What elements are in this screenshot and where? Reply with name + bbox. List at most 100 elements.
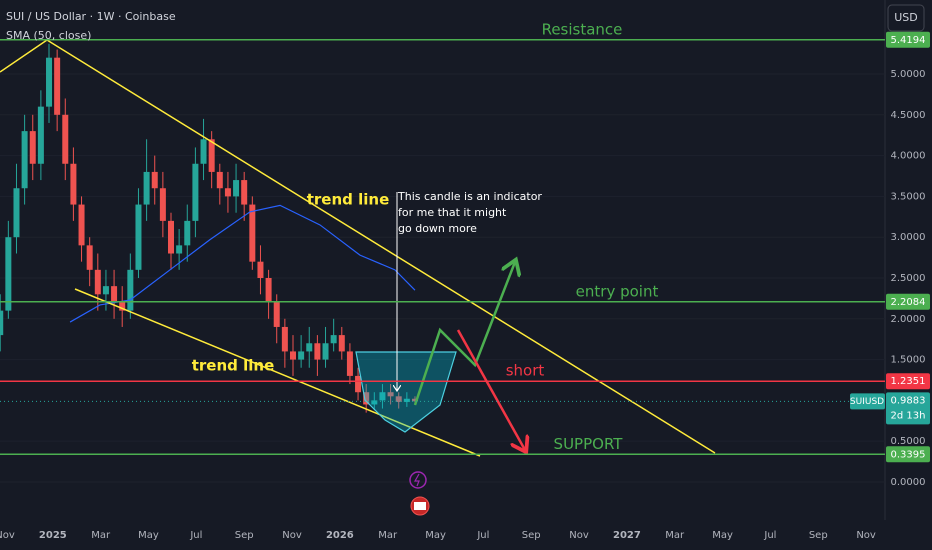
last-price-badge	[886, 392, 930, 425]
candles	[0, 43, 885, 483]
x-tick-label: May	[138, 530, 159, 541]
trend-line-label: trend line	[307, 191, 390, 209]
candle-body	[184, 220, 191, 246]
x-tick-label: Nov	[569, 530, 589, 541]
candle-body	[143, 171, 150, 205]
candle-body	[208, 139, 215, 172]
last-price-label: 0.9883	[891, 395, 926, 406]
x-tick-label: May	[712, 530, 733, 541]
chart-title: SUI / US Dollar · 1W · Coinbase	[6, 10, 176, 23]
x-tick-label: Jul	[763, 530, 776, 541]
price-badge	[886, 31, 930, 48]
candle-body	[314, 343, 321, 360]
candle-body	[322, 343, 329, 360]
currency-label[interactable]: USD	[894, 11, 918, 24]
cup-zone	[355, 351, 457, 433]
candle-body	[37, 106, 44, 164]
candle-body	[403, 398, 410, 403]
y-tick-label: 0.5000	[891, 436, 926, 447]
lower-trend-line	[74, 288, 481, 457]
candle-body	[411, 398, 418, 402]
x-tick-label: Sep	[522, 530, 541, 541]
note-line: for me that it might	[398, 206, 507, 219]
level-label: Resistance	[542, 20, 623, 38]
y-tick-label: 3.5000	[891, 191, 926, 202]
level-label: SUPPORT	[554, 435, 624, 453]
candle-body	[70, 163, 77, 205]
candle-body	[233, 180, 240, 197]
x-tick-label: Jul	[189, 530, 202, 541]
x-tick-label: May	[425, 530, 446, 541]
candle-body	[387, 392, 394, 397]
candle-body	[224, 188, 231, 197]
candle-body	[0, 310, 4, 336]
candle-body	[257, 261, 264, 278]
candle-body	[192, 163, 199, 221]
x-tick-label: Mar	[378, 530, 398, 541]
candle-body	[135, 204, 142, 270]
x-tick-label: Mar	[665, 530, 685, 541]
level-label: entry point	[576, 282, 659, 300]
price-badge	[886, 373, 930, 390]
x-tick-label: Nov	[282, 530, 302, 541]
overlay: 0.0000 0.5000 1.5000 2.0000 2.5000 3.0000 3.50…	[0, 20, 930, 541]
symbol-badge	[850, 393, 885, 410]
candle-body	[281, 326, 288, 352]
x-tick-label: Jul	[476, 530, 489, 541]
flag-glyph	[414, 502, 426, 510]
candle-body	[371, 400, 378, 405]
price-badge-label: 1.2351	[891, 376, 926, 387]
candle-body	[168, 220, 175, 254]
x-tick-label: 2027	[613, 530, 641, 541]
candle-body	[273, 302, 280, 327]
candle-body	[86, 245, 93, 270]
level-label: short	[506, 362, 545, 380]
x-tick-label: 2026	[326, 530, 354, 541]
candle-body	[395, 396, 402, 403]
price-badge	[886, 293, 930, 310]
candle-body	[298, 351, 305, 360]
y-tick-label: 4.5000	[891, 110, 926, 121]
y-tick-label: 2.5000	[891, 273, 926, 284]
x-tick-label: Sep	[235, 530, 254, 541]
candle-body	[159, 188, 166, 221]
candle-body	[306, 343, 313, 352]
candle-body	[78, 204, 85, 246]
note-line: go down more	[398, 222, 477, 235]
candle-body	[265, 277, 272, 303]
candle-body	[29, 131, 36, 164]
candle-body	[379, 392, 386, 401]
trend-line-label: trend line	[192, 357, 275, 375]
y-tick-label: 5.0000	[891, 69, 926, 80]
x-tick-label: Sep	[809, 530, 828, 541]
candle-body	[111, 286, 118, 303]
candle-body	[330, 335, 337, 344]
candle-body	[119, 302, 126, 311]
x-tick-label: Nov	[856, 530, 876, 541]
x-tick-label: Nov	[0, 530, 15, 541]
y-tick-label: 4.0000	[891, 151, 926, 162]
candle-body	[62, 114, 69, 164]
candle-body	[54, 57, 61, 115]
event-icon[interactable]	[409, 471, 427, 489]
candle-body	[151, 171, 158, 189]
price-badge	[886, 446, 930, 463]
candle-body	[355, 375, 362, 393]
candle-body	[5, 237, 12, 311]
candle-body	[13, 188, 20, 238]
short-arrow	[456, 329, 525, 450]
candle-body	[94, 269, 101, 295]
price-badge-label: 2.2084	[891, 297, 926, 308]
candle-body	[249, 204, 256, 262]
candle-body	[363, 392, 370, 405]
candle-body	[289, 351, 296, 360]
x-tick-label: Mar	[91, 530, 111, 541]
currency-button[interactable]	[887, 4, 925, 32]
x-tick-label: 2025	[39, 530, 67, 541]
symbol-label: SUIUSD	[850, 397, 884, 407]
price-badge-label: 0.3395	[891, 449, 926, 460]
long-arrow	[413, 262, 515, 406]
candle-body	[338, 335, 345, 352]
